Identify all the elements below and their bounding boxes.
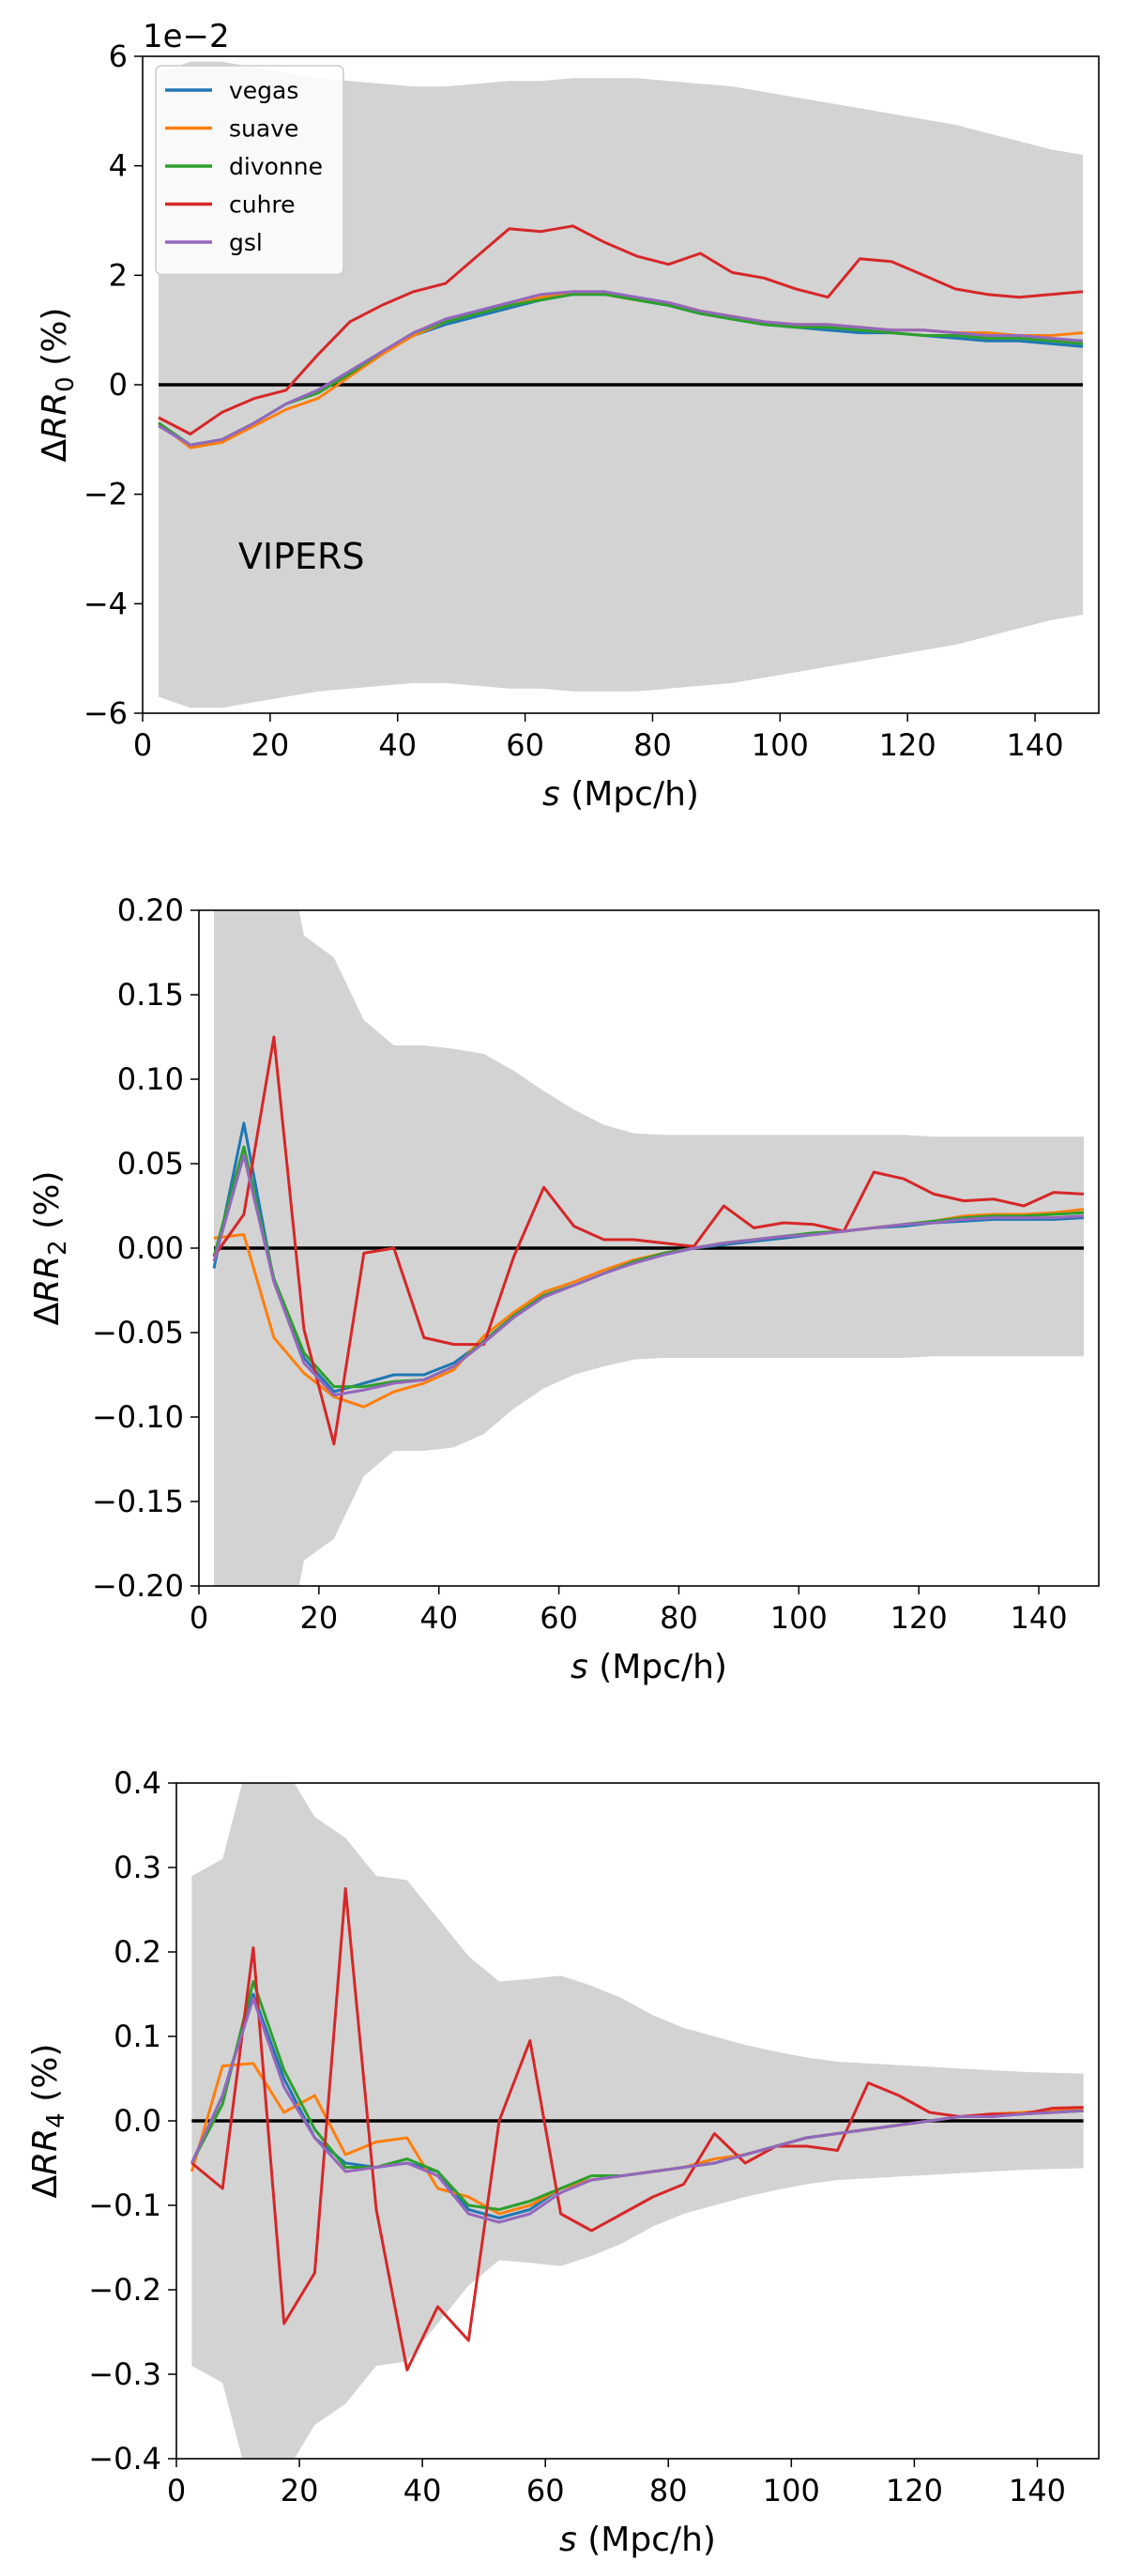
x-tick-label: 60 [506,727,544,763]
plot-area [190,1783,1084,2459]
x-tick-label: 20 [300,1600,339,1636]
x-tick-label: 40 [378,727,417,763]
series-line-gsl [190,1997,1084,2224]
x-tick-label: 60 [540,1600,578,1636]
y-tick-label: −6 [84,695,128,731]
x-tick-label: 40 [403,2473,442,2508]
x-tick-label: 140 [1007,727,1064,763]
plot-area [212,910,1085,1586]
y-axis-label: ΔRR2 (%) [28,1171,72,1326]
axis-offset-text: 1e−2 [143,18,230,55]
x-tick-label: 60 [526,2473,565,2508]
x-axis-label: s (Mpc/h) [571,1648,727,1686]
y-tick-label: −0.2 [88,2272,161,2308]
series-line-cuhre [190,1887,1084,2371]
legend-label-suave: suave [229,115,298,143]
y-tick-label: −4 [84,586,128,621]
y-tick-label: −0.20 [92,1568,184,1604]
legend-label-gsl: gsl [229,229,263,256]
y-tick-label: 4 [109,148,128,184]
series-line-gsl [212,1153,1085,1397]
series-line-divonne [158,293,1084,447]
y-tick-label: −0.1 [88,2187,161,2223]
legend-label-cuhre: cuhre [229,191,296,219]
y-axis-label: ΔRR0 (%) [36,308,80,463]
x-axis-label: s (Mpc/h) [559,2521,716,2559]
annotation-vipers: VIPERS [238,536,365,577]
x-tick-label: 80 [660,1600,698,1636]
x-tick-label: 0 [167,2473,186,2508]
x-tick-label: 80 [633,727,672,763]
x-tick-label: 100 [770,1600,828,1636]
plot-area [158,61,1084,709]
y-tick-label: −0.3 [88,2356,161,2392]
x-tick-label: 120 [890,1600,948,1636]
y-tick-label: 0.2 [114,1934,161,1970]
x-tick-label: 140 [1009,2473,1066,2508]
y-tick-label: −0.4 [88,2441,161,2477]
y-tick-label: 2 [109,257,128,293]
y-tick-label: 0 [109,367,128,403]
series-line-cuhre [158,224,1084,435]
y-tick-label: 0.4 [114,1765,161,1801]
x-axis-label: s (Mpc/h) [542,775,699,814]
legend: vegas suave divonne cuhre gsl [155,65,344,276]
x-tick-label: 80 [649,2473,688,2508]
y-tick-label: 6 [109,38,128,74]
x-tick-label: 120 [886,2473,943,2508]
x-tick-label: 140 [1011,1600,1068,1636]
y-tick-label: 0.00 [117,1230,184,1266]
y-tick-label: 0.15 [117,977,184,1013]
x-tick-label: 120 [879,727,936,763]
x-tick-label: 40 [419,1600,458,1636]
legend-box [155,65,344,276]
y-tick-label: −0.15 [92,1484,184,1519]
x-tick-label: 100 [752,727,809,763]
x-tick-label: 0 [190,1600,208,1636]
y-tick-label: 0.0 [114,2103,161,2139]
y-tick-label: 0.1 [114,2019,161,2054]
series-line-cuhre [212,1035,1085,1446]
panel-rr4: 0 20 40 60 80 100 120 140 −0.4 −0.3 −0.2 −0.1 0.0 0.1… [26,1765,1100,2559]
y-tick-label: −0.05 [92,1315,184,1350]
x-tick-label: 0 [133,727,152,763]
y-tick-label: 0.05 [117,1146,184,1181]
y-tick-label: −0.10 [92,1399,184,1435]
y-tick-label: −2 [84,477,128,512]
panel-rr2: 0 20 40 60 80 100 120 140 −0.20 −0.15 −0.10 −0.05 0.… [28,892,1100,1686]
x-tick-label: 100 [763,2473,820,2508]
series-line-divonne [212,1145,1085,1389]
x-tick-label: 20 [281,2473,319,2508]
y-tick-label: 0.20 [117,892,184,928]
y-tick-label: 0.10 [117,1061,184,1097]
x-tick-label: 20 [251,727,290,763]
series-line-gsl [158,290,1084,447]
y-tick-label: 0.3 [114,1850,161,1885]
y-axis-label: ΔRR4 (%) [26,2044,70,2199]
legend-label-divonne: divonne [229,153,323,180]
legend-label-vegas: vegas [229,77,298,104]
panel-rr0: 0 20 40 60 80 100 120 140 −6 −4 −2 0 2 4 6 s (Mpc/h) ΔRR… [36,18,1100,814]
